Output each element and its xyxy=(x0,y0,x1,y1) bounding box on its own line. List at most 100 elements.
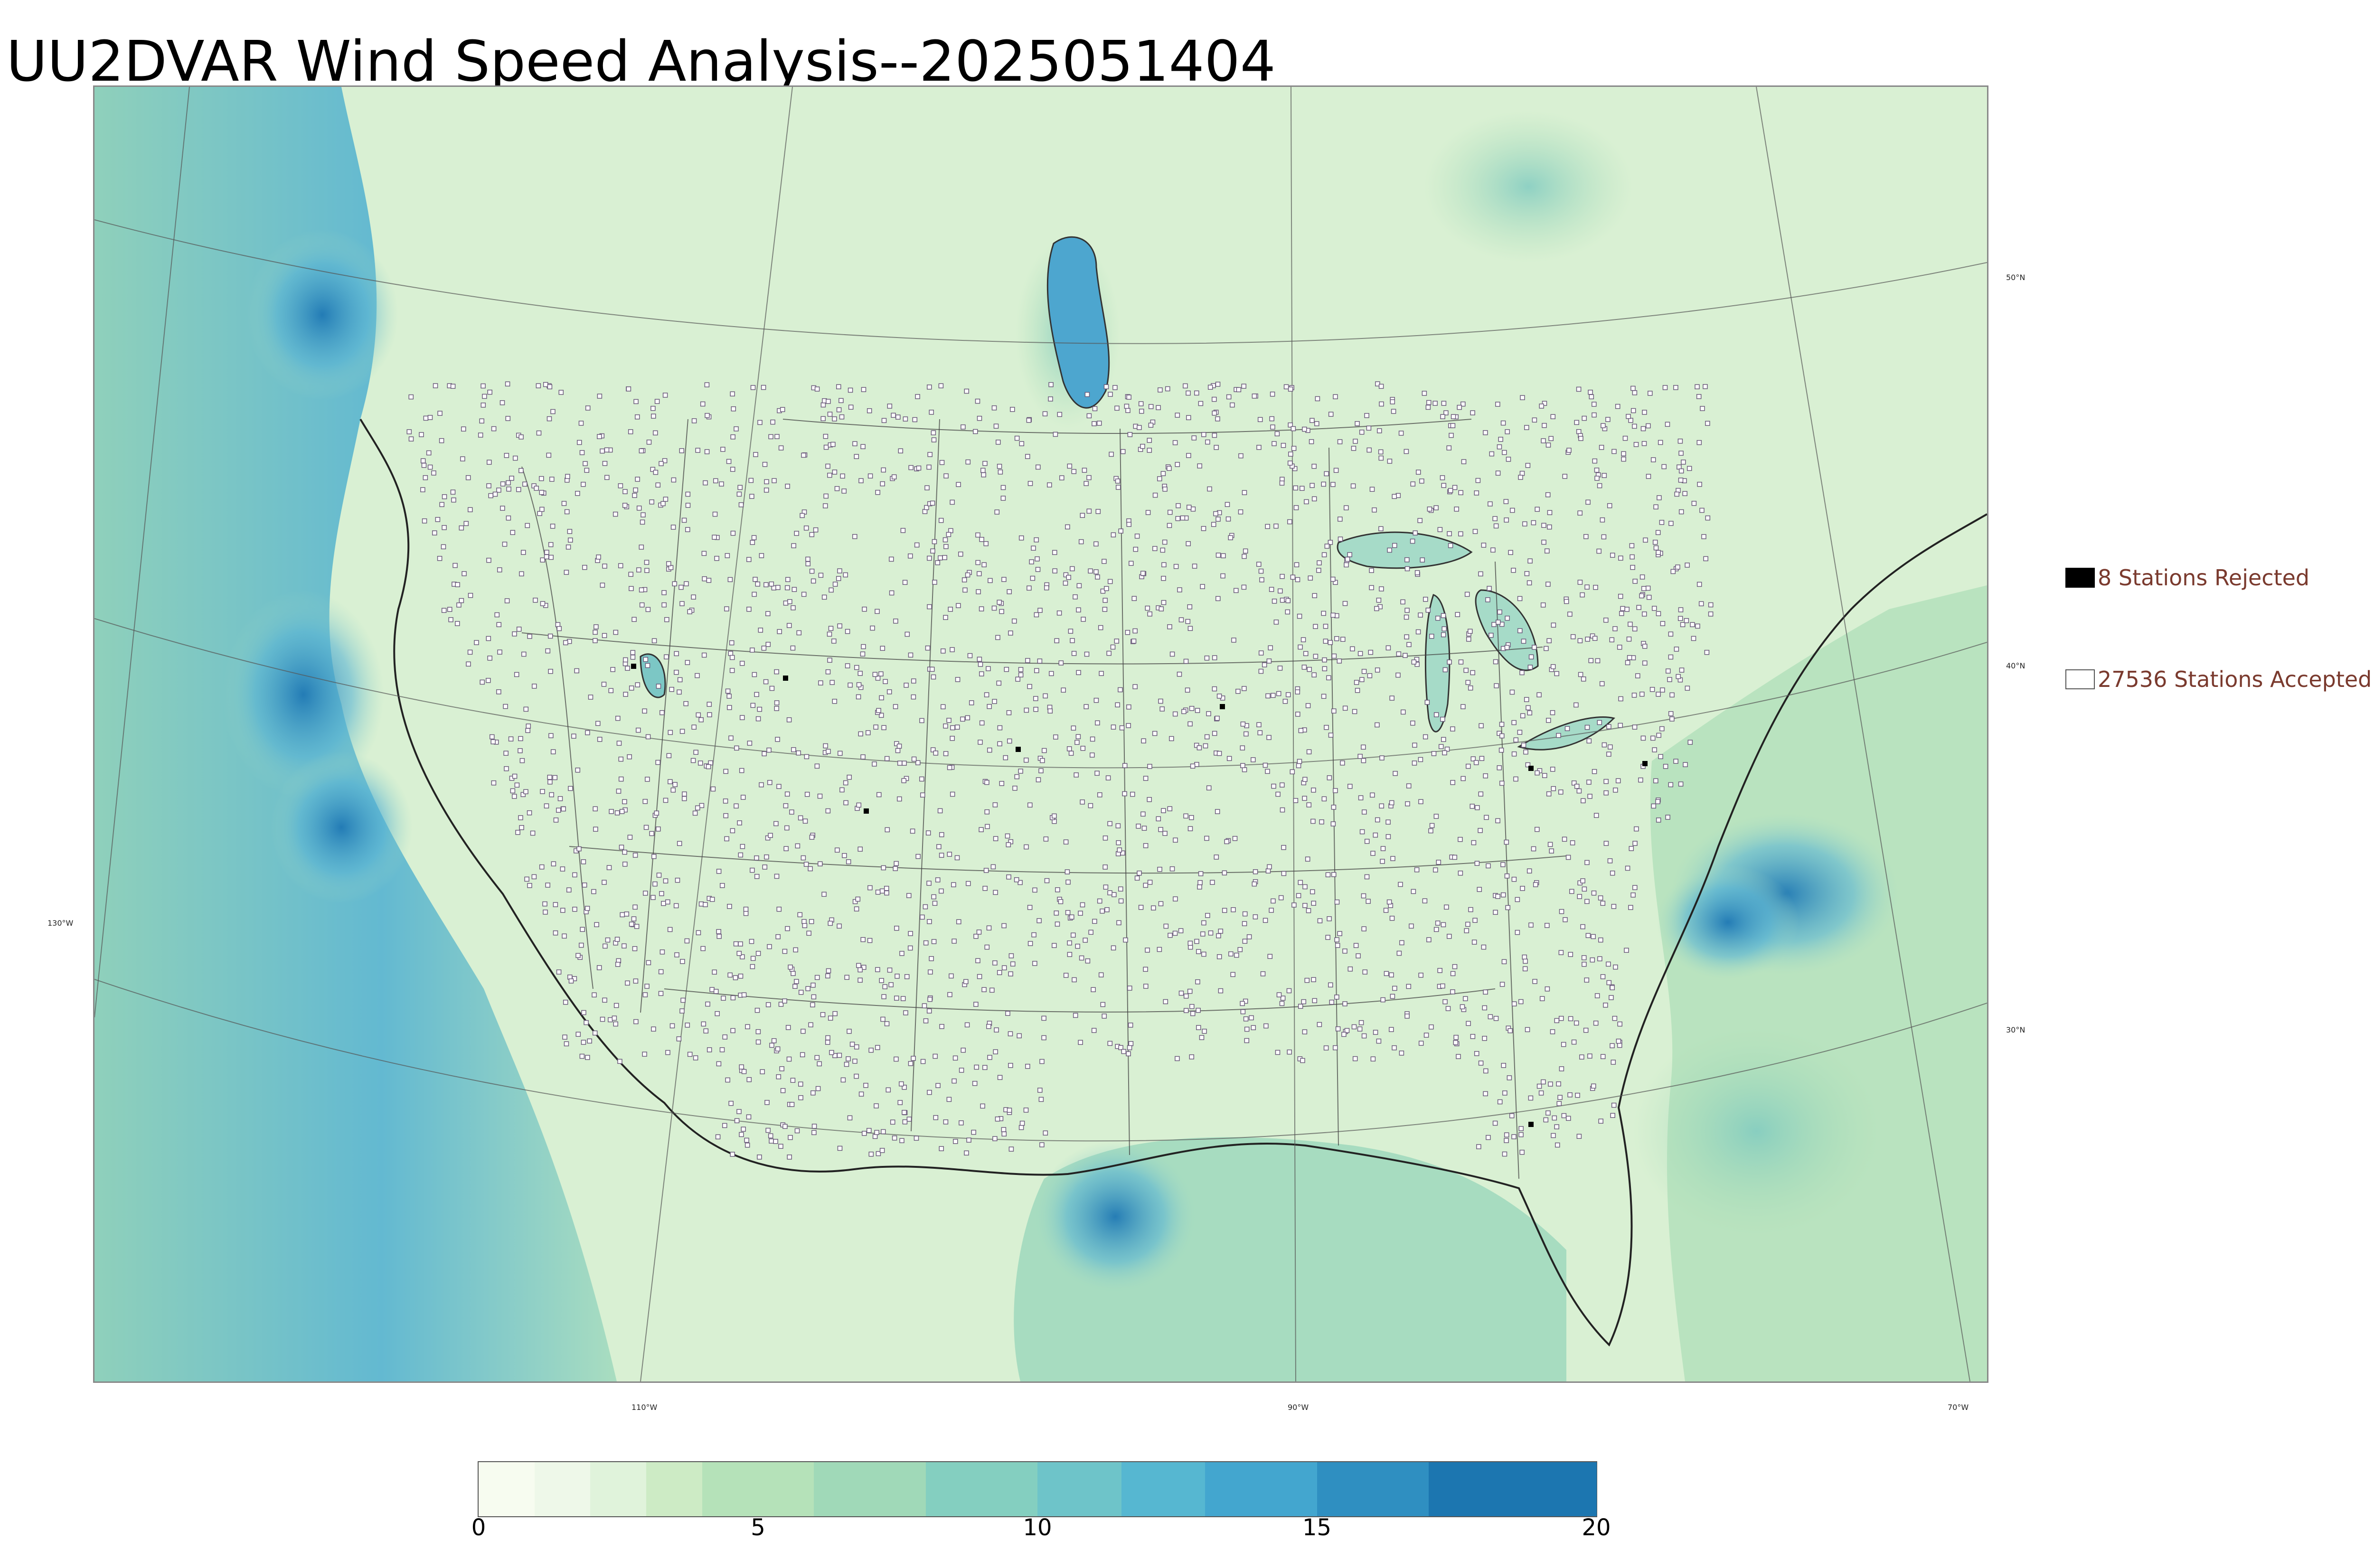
accepted-station-marker xyxy=(884,890,889,896)
accepted-station-marker xyxy=(1347,784,1353,789)
accepted-station-marker xyxy=(1134,875,1140,881)
accepted-station-marker xyxy=(995,1116,1000,1122)
accepted-station-marker xyxy=(1377,428,1382,433)
accepted-station-marker xyxy=(1325,872,1331,877)
accepted-station-marker xyxy=(1066,574,1071,580)
accepted-station-marker xyxy=(435,517,441,522)
accepted-station-marker xyxy=(1403,653,1408,658)
accepted-station-marker xyxy=(1027,684,1032,689)
accepted-station-marker xyxy=(518,748,523,753)
accepted-station-marker xyxy=(639,448,644,453)
accepted-station-marker xyxy=(775,585,781,590)
accepted-station-marker xyxy=(539,490,545,495)
accepted-station-marker xyxy=(561,806,566,812)
accepted-station-marker xyxy=(1566,1116,1571,1121)
accepted-station-marker xyxy=(1286,988,1292,994)
accepted-station-marker xyxy=(609,809,614,814)
accepted-station-marker xyxy=(1597,483,1602,488)
accepted-station-marker xyxy=(1181,709,1187,714)
accepted-station-marker xyxy=(1453,1040,1459,1045)
accepted-station-marker xyxy=(956,603,961,608)
accepted-station-marker xyxy=(552,775,558,780)
accepted-station-marker xyxy=(1109,451,1114,457)
accepted-station-marker xyxy=(1431,751,1437,756)
accepted-station-marker xyxy=(1298,644,1303,650)
accepted-station-marker xyxy=(618,756,624,762)
accepted-station-marker xyxy=(809,568,815,574)
accepted-station-marker xyxy=(739,715,745,720)
accepted-station-marker xyxy=(1481,944,1487,950)
accepted-station-marker xyxy=(1102,836,1108,841)
accepted-station-marker xyxy=(883,679,888,684)
accepted-station-marker xyxy=(825,463,830,469)
accepted-station-marker xyxy=(491,426,497,432)
accepted-station-marker xyxy=(1121,1049,1127,1054)
rejected-label: 8 Stations Rejected xyxy=(2098,565,2310,591)
accepted-station-marker xyxy=(1265,868,1271,873)
accepted-station-marker xyxy=(776,784,782,789)
accepted-station-marker xyxy=(701,551,707,556)
pacific-wind-max-3 xyxy=(270,751,413,903)
accepted-station-marker xyxy=(900,996,906,1001)
accepted-station-marker xyxy=(1656,817,1661,823)
accepted-station-marker xyxy=(571,733,576,739)
accepted-station-marker xyxy=(1659,520,1665,525)
accepted-station-marker xyxy=(1116,920,1121,926)
accepted-station-marker xyxy=(671,477,677,483)
accepted-station-marker xyxy=(1700,406,1705,411)
accepted-station-marker xyxy=(801,452,806,458)
accepted-station-marker xyxy=(1577,638,1583,643)
accepted-station-marker xyxy=(1274,431,1280,437)
accepted-station-marker xyxy=(722,1123,727,1128)
accepted-station-marker xyxy=(977,571,982,576)
accepted-station-marker xyxy=(1204,655,1210,661)
accepted-station-marker xyxy=(843,572,848,578)
accepted-station-marker xyxy=(582,883,587,888)
accepted-station-marker xyxy=(981,987,987,992)
accepted-station-marker xyxy=(775,934,781,939)
accepted-station-marker xyxy=(525,523,530,528)
accepted-station-marker xyxy=(1192,563,1197,569)
accepted-station-marker xyxy=(798,990,804,995)
accepted-station-marker xyxy=(730,391,735,397)
accepted-station-marker xyxy=(1242,554,1247,559)
accepted-station-marker xyxy=(823,444,829,450)
accepted-station-marker xyxy=(984,692,989,697)
accepted-station-marker xyxy=(852,1059,857,1064)
accepted-station-marker xyxy=(1608,744,1613,750)
accepted-station-marker xyxy=(1496,620,1501,625)
accepted-station-marker xyxy=(1225,502,1230,507)
accepted-station-marker xyxy=(975,532,980,538)
accepted-station-marker xyxy=(656,826,661,832)
accepted-station-marker xyxy=(1295,712,1300,717)
accepted-station-marker xyxy=(1326,675,1331,681)
accepted-station-marker xyxy=(1380,846,1386,851)
accepted-station-marker xyxy=(991,405,997,411)
accepted-station-marker xyxy=(774,434,780,439)
accepted-station-marker xyxy=(1528,922,1534,928)
accepted-station-marker xyxy=(1390,994,1395,999)
accepted-station-marker xyxy=(1334,937,1339,942)
accepted-station-marker xyxy=(677,841,682,846)
accepted-station-marker xyxy=(1322,666,1328,671)
accepted-station-marker xyxy=(553,930,558,936)
accepted-station-marker xyxy=(920,792,925,798)
accepted-station-marker xyxy=(659,891,664,896)
accepted-station-marker xyxy=(716,869,722,874)
accepted-station-marker xyxy=(1215,516,1221,522)
accepted-station-marker xyxy=(1140,443,1145,449)
accepted-station-marker xyxy=(1494,683,1499,688)
map-panel xyxy=(93,85,1988,1383)
accepted-station-marker xyxy=(1438,744,1444,749)
accepted-station-marker xyxy=(1107,821,1112,826)
accepted-station-marker xyxy=(802,818,808,824)
accepted-station-marker xyxy=(1584,584,1590,590)
accepted-station-marker xyxy=(1172,930,1178,936)
accepted-station-marker xyxy=(1513,776,1518,782)
accepted-station-marker xyxy=(447,607,452,612)
accepted-station-marker xyxy=(627,754,632,760)
accepted-station-marker xyxy=(544,554,549,560)
accepted-station-marker xyxy=(1617,645,1622,650)
accepted-station-marker xyxy=(1495,470,1501,476)
accepted-station-marker xyxy=(734,1118,740,1124)
